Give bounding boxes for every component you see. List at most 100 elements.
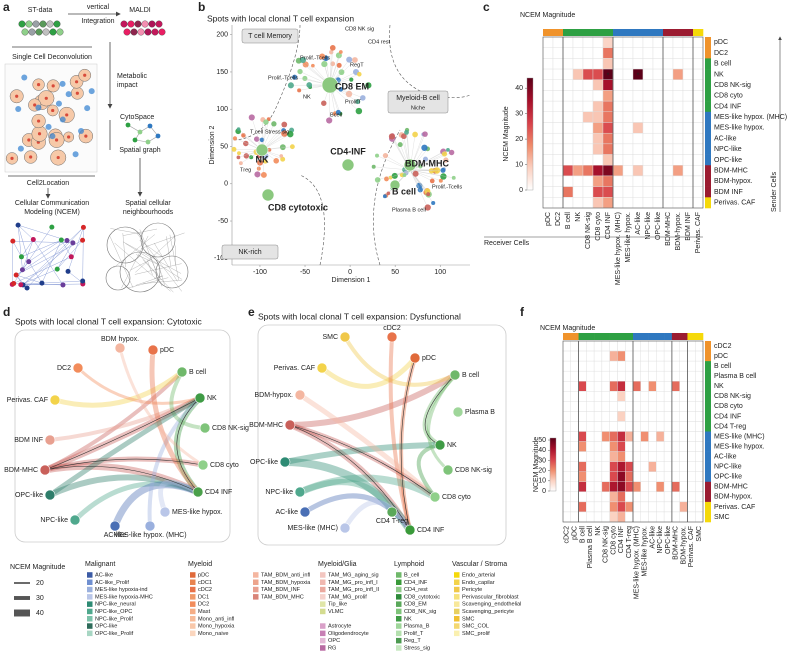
label: CytoSpace bbox=[120, 114, 154, 121]
legend-group-title: Myeloid/Glia bbox=[318, 561, 357, 568]
heat-cell bbox=[592, 58, 604, 70]
heat-cell bbox=[582, 197, 594, 209]
column-label: NK bbox=[595, 526, 602, 536]
group-strip bbox=[583, 29, 594, 36]
annotation: CD4-INF bbox=[330, 146, 366, 156]
edge bbox=[12, 240, 73, 244]
spot bbox=[440, 173, 447, 180]
heat-cell bbox=[695, 461, 704, 472]
heat-cell bbox=[617, 401, 626, 412]
spot bbox=[279, 154, 284, 158]
heat-cell bbox=[562, 154, 574, 166]
spot bbox=[321, 100, 327, 106]
spot bbox=[431, 200, 436, 206]
colorbar-tick-label: 0 bbox=[542, 488, 546, 495]
heat-cell bbox=[679, 451, 688, 462]
spot bbox=[88, 88, 95, 95]
heat-cell bbox=[586, 481, 595, 493]
nucleus bbox=[67, 135, 71, 139]
heat-cell bbox=[632, 511, 641, 523]
legend-item: AC-like bbox=[95, 572, 113, 578]
heat-cell bbox=[612, 111, 624, 123]
heat-cell bbox=[578, 471, 587, 482]
heat-cell bbox=[622, 143, 634, 155]
heat-cell bbox=[593, 360, 603, 372]
legend-item: CD4_INF bbox=[404, 580, 428, 586]
spot bbox=[355, 99, 361, 105]
heat-cell bbox=[648, 360, 657, 372]
heat-cell bbox=[671, 411, 680, 422]
label: vertical bbox=[87, 4, 110, 11]
heat-cell bbox=[663, 340, 673, 352]
legend-swatch bbox=[454, 608, 460, 615]
heat-cell bbox=[695, 501, 704, 513]
heat-cell bbox=[663, 391, 673, 402]
heat-cell bbox=[582, 36, 594, 48]
heat-cell bbox=[552, 143, 564, 155]
heat-cell bbox=[671, 340, 680, 352]
heat-cell bbox=[572, 186, 584, 198]
legend-swatch bbox=[320, 623, 326, 629]
legend-item: CD8_NK_sig bbox=[404, 609, 436, 615]
heat-cell bbox=[640, 391, 649, 402]
group-strip bbox=[663, 29, 674, 36]
spot bbox=[236, 155, 241, 160]
legend-item: CD8_EM bbox=[404, 602, 427, 608]
heat-cell bbox=[695, 421, 704, 432]
heat-cell bbox=[662, 186, 674, 198]
heat-cell bbox=[612, 58, 624, 70]
heat-cell bbox=[642, 36, 654, 48]
annotation: NK-rich bbox=[238, 249, 261, 256]
heat-cell bbox=[592, 79, 604, 91]
heat-cell bbox=[632, 165, 644, 177]
heat-cell bbox=[648, 471, 657, 482]
spot bbox=[443, 157, 449, 163]
heat-cell bbox=[682, 122, 694, 134]
legend-item: Tip_like bbox=[328, 602, 347, 608]
legend-item: SMC_COL bbox=[462, 624, 489, 630]
heat-cell bbox=[622, 122, 634, 134]
interaction-arrow bbox=[400, 357, 416, 531]
edge bbox=[57, 242, 74, 270]
cell-type-node bbox=[109, 520, 121, 532]
node bbox=[125, 122, 131, 128]
heat-cell bbox=[578, 381, 587, 392]
heat-cell bbox=[552, 36, 564, 48]
edge bbox=[409, 159, 446, 171]
panel-frame bbox=[257, 324, 507, 546]
maldi-spot bbox=[148, 20, 156, 28]
column-label: NPC-like bbox=[657, 526, 664, 554]
heat-cell bbox=[622, 111, 634, 123]
edge bbox=[17, 225, 29, 262]
heat-cell bbox=[679, 441, 688, 452]
heat-cell bbox=[640, 381, 649, 392]
interaction bbox=[73, 481, 199, 522]
heat-cell bbox=[542, 90, 554, 102]
edge bbox=[16, 240, 83, 276]
group-strip bbox=[687, 333, 696, 340]
heat-cell bbox=[593, 411, 603, 422]
edge bbox=[386, 169, 411, 180]
heat-cell bbox=[656, 501, 665, 513]
heat-cell bbox=[625, 381, 634, 392]
panel-letter: e bbox=[248, 305, 255, 319]
spot bbox=[319, 53, 326, 60]
group-strip bbox=[705, 186, 711, 198]
spot bbox=[424, 204, 431, 211]
spot bbox=[365, 82, 372, 89]
group-strip bbox=[705, 461, 711, 473]
node-label: SMC bbox=[322, 334, 338, 341]
group-strip bbox=[705, 421, 711, 432]
frame bbox=[562, 340, 704, 523]
heat-cell bbox=[672, 197, 684, 209]
cell-type-node bbox=[279, 456, 291, 468]
spot bbox=[237, 151, 241, 156]
cell-type-node bbox=[294, 389, 306, 401]
heat-cell bbox=[602, 100, 614, 113]
heat-cell bbox=[542, 58, 554, 70]
heat-cell bbox=[622, 100, 634, 113]
heat-cell bbox=[578, 421, 587, 432]
edge bbox=[82, 227, 84, 281]
legend-item: TAM_BDM_anti_infl bbox=[261, 572, 310, 578]
